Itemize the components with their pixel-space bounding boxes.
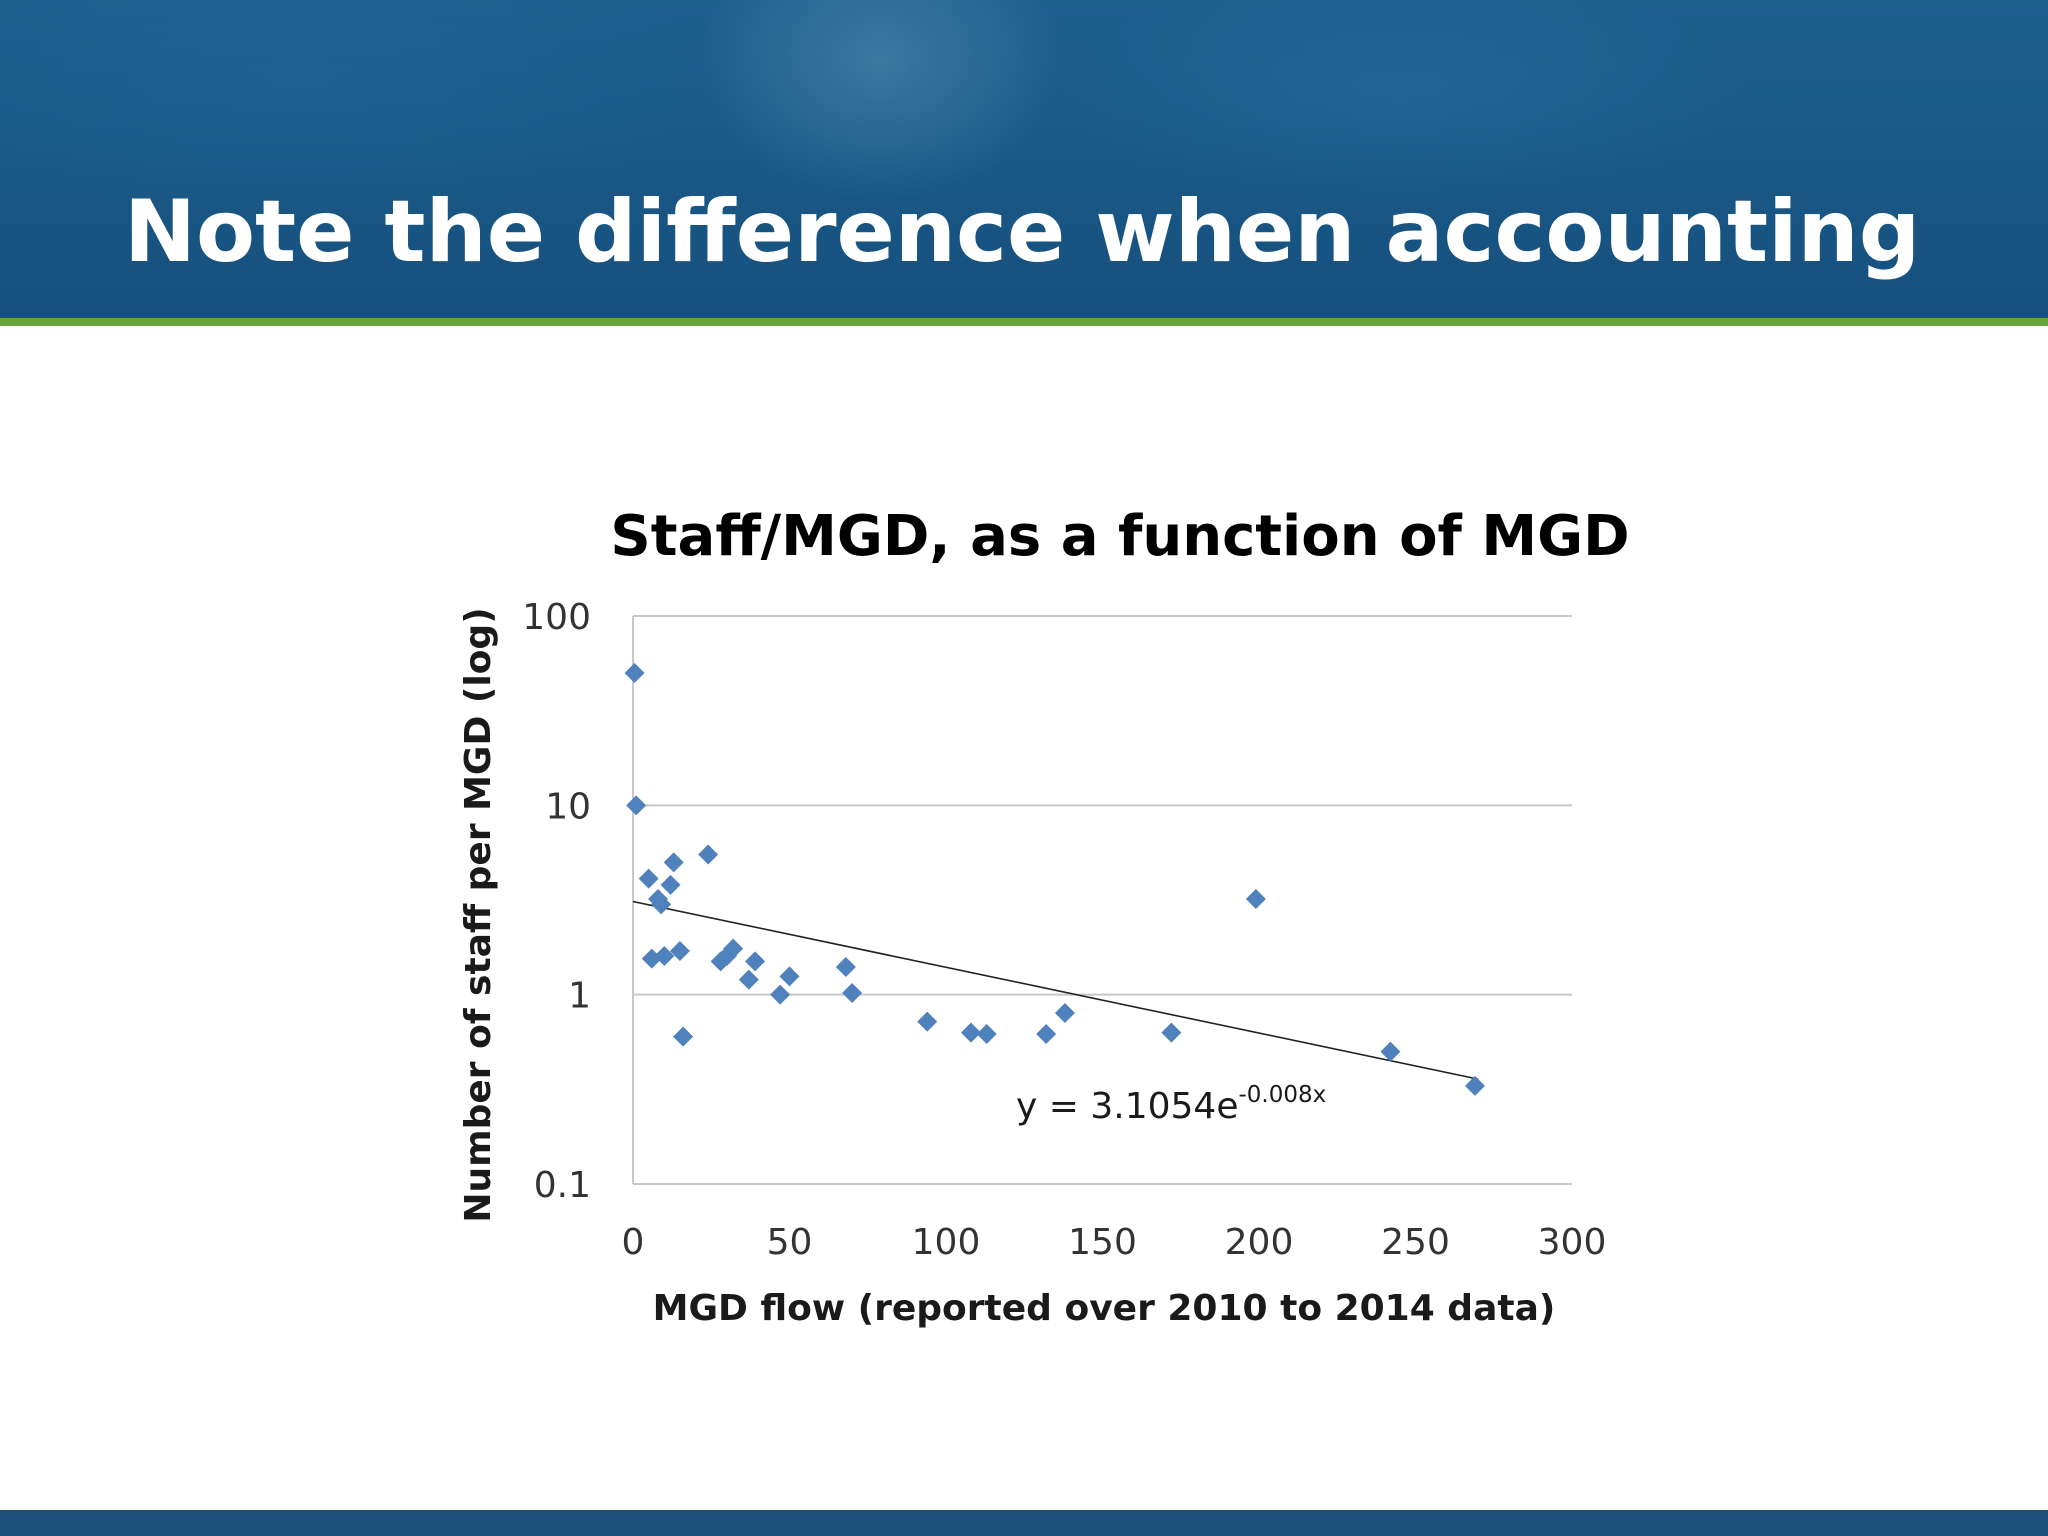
data-point (654, 946, 675, 967)
data-point (770, 984, 791, 1005)
data-point (1380, 1041, 1401, 1062)
x-tick-label: 100 (912, 1222, 981, 1263)
data-point (663, 852, 684, 873)
data-point (745, 951, 766, 972)
x-tick-label: 0 (622, 1222, 645, 1263)
x-axis-label: MGD flow (reported over 2010 to 2014 dat… (653, 1288, 1556, 1329)
data-point (651, 894, 672, 915)
y-tick-label: 10 (545, 786, 591, 827)
y-axis-label: Number of staff per MGD (log) (458, 607, 499, 1222)
slide-title: Note the difference when accounting for … (124, 182, 1921, 318)
y-tick-label: 100 (522, 597, 591, 638)
data-point (723, 938, 744, 959)
header-banner (0, 0, 2048, 318)
y-tick-label: 1 (568, 976, 591, 1017)
data-point (1464, 1075, 1485, 1096)
accent-divider (0, 318, 2048, 326)
data-point (1161, 1022, 1182, 1043)
data-point (738, 969, 759, 990)
data-point (1054, 1003, 1075, 1024)
data-point (698, 844, 719, 865)
x-tick-label: 150 (1068, 1222, 1137, 1263)
x-tick-label: 250 (1381, 1222, 1450, 1263)
x-tick-label: 200 (1225, 1222, 1294, 1263)
data-point (976, 1023, 997, 1044)
data-points (624, 662, 1485, 1096)
y-tick-label: 0.1 (534, 1165, 591, 1206)
x-tick-labels: 0 50 100 150 200 250 300 (622, 1222, 1607, 1263)
trendline-group (632, 900, 1479, 1080)
y-tick-labels: 0.1 1 10 100 (522, 597, 591, 1206)
trendline (632, 900, 1479, 1080)
trendline-equation: y = 3.1054e-0.008x (1016, 1082, 1326, 1127)
data-point (917, 1011, 938, 1032)
data-point (626, 795, 647, 816)
data-point (660, 874, 681, 895)
data-point (779, 966, 800, 987)
data-point (1245, 889, 1266, 910)
trendline-equation-exponent: -0.008x (1238, 1082, 1326, 1108)
data-point (842, 983, 863, 1004)
data-point (638, 868, 659, 889)
data-point (669, 941, 690, 962)
data-point (673, 1026, 694, 1047)
data-point (1036, 1023, 1057, 1044)
chart-title: Staff/MGD, as a function of MGD (610, 504, 1629, 569)
data-point (835, 956, 856, 977)
footer-bar (0, 1510, 2048, 1536)
x-tick-label: 300 (1538, 1222, 1607, 1263)
data-point (961, 1022, 982, 1043)
data-point (624, 662, 645, 683)
trendline-equation-main: y = 3.1054e (1016, 1086, 1238, 1127)
x-tick-label: 50 (767, 1222, 813, 1263)
